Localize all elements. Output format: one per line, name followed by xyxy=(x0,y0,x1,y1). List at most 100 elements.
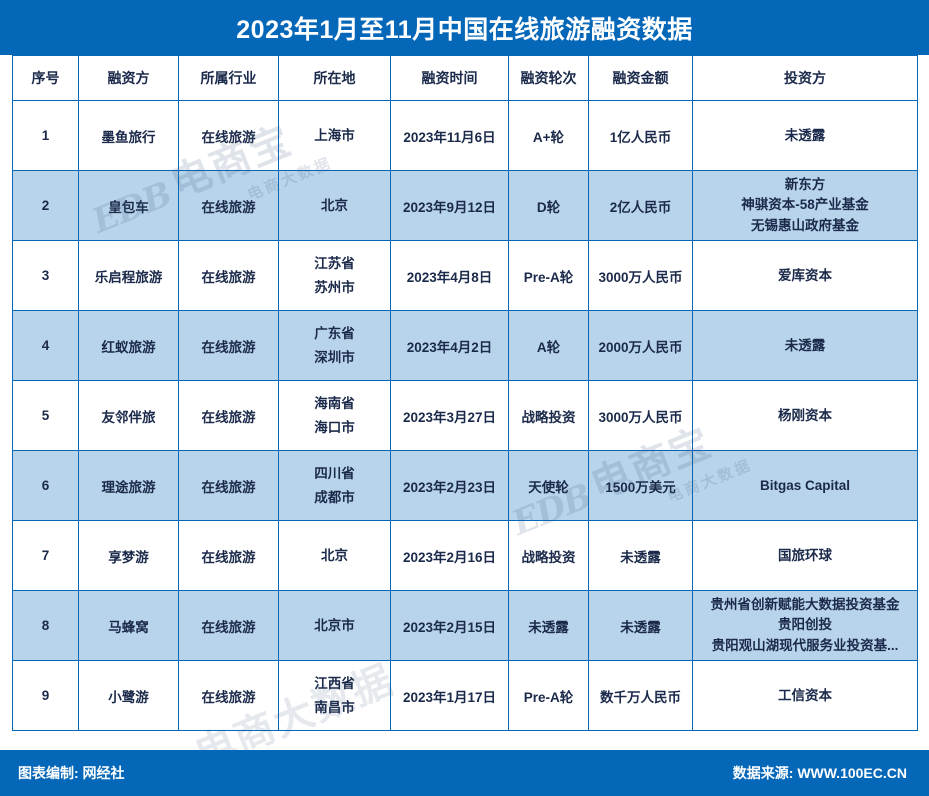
cell-amount: 2000万人民币 xyxy=(588,310,693,381)
title-bar: 2023年1月至11月中国在线旅游融资数据 xyxy=(0,0,929,55)
cell-industry: 在线旅游 xyxy=(178,240,279,311)
cell-round: 未透露 xyxy=(508,590,589,661)
cell-industry: 在线旅游 xyxy=(178,380,279,451)
table-row: 2 皇包车 在线旅游 北京 2023年9月12日 D轮 2亿人民币 新东方 神骐资本-58产业基… xyxy=(12,170,918,241)
cell-company: 墨鱼旅行 xyxy=(78,100,179,171)
cell-index: 5 xyxy=(12,380,79,451)
page-title: 2023年1月至11月中国在线旅游融资数据 xyxy=(236,15,693,44)
column-header-round: 融资轮次 xyxy=(508,55,589,101)
table-row: 3 乐启程旅游 在线旅游 江苏省 苏州市 2023年4月8日 Pre-A轮 3000万人民币爱… xyxy=(12,240,918,311)
cell-investor: 工信资本 xyxy=(692,660,918,731)
cell-investor: 未透露 xyxy=(692,310,918,381)
cell-index: 9 xyxy=(12,660,79,731)
cell-date: 2023年2月15日 xyxy=(390,590,509,661)
column-header-index: 序号 xyxy=(12,55,79,101)
cell-date: 2023年4月2日 xyxy=(390,310,509,381)
footer-bar: 图表编制: 网经社 数据来源: WWW.100EC.CN xyxy=(0,750,929,796)
cell-location: 广东省 深圳市 xyxy=(278,310,391,381)
cell-industry: 在线旅游 xyxy=(178,590,279,661)
cell-investor: Bitgas Capital xyxy=(692,450,918,521)
table-row: 8 马蜂窝 在线旅游 北京市 2023年2月15日 未透露 未透露 贵州省创新赋能大数据投资基… xyxy=(12,590,918,661)
table-row: 4 红蚁旅游 在线旅游 广东省 深圳市 2023年4月2日 A轮 2000万人民币 未透露 xyxy=(12,310,918,381)
table-row: 5 友邻伴旅 在线旅游 海南省 海口市 2023年3月27日 战略投资 3000万人民币 杨刚资… xyxy=(12,380,918,451)
column-header-investor: 投资方 xyxy=(692,55,918,101)
cell-date: 2023年11月6日 xyxy=(390,100,509,171)
cell-date: 2023年2月16日 xyxy=(390,520,509,591)
cell-industry: 在线旅游 xyxy=(178,660,279,731)
table-row: 1 墨鱼旅行 在线旅游 上海市 2023年11月6日 A+轮 1亿人民币 未透露 xyxy=(12,100,918,171)
table-header: 序号 融资方 所属行业 所在地 融资时间 融资轮次 融资金额 投资方 xyxy=(12,55,918,101)
cell-amount: 数千万人民币 xyxy=(588,660,693,731)
financing-table: 序号 融资方 所属行业 所在地 融资时间 融资轮次 融资金额 投资方 1 墨鱼旅行… xyxy=(12,55,918,731)
cell-company: 皇包车 xyxy=(78,170,179,241)
footer-source: 数据来源: WWW.100EC.CN xyxy=(732,765,907,781)
cell-date: 2023年1月17日 xyxy=(390,660,509,731)
cell-round: Pre-A轮 xyxy=(508,240,589,311)
cell-location: 江苏省 苏州市 xyxy=(278,240,391,311)
cell-investor: 国旅环球 xyxy=(692,520,918,591)
cell-round: D轮 xyxy=(508,170,589,241)
cell-location: 海南省 海口市 xyxy=(278,380,391,451)
table-row: 6 理途旅游 在线旅游 四川省 成都市 2023年2月23日 天使轮 1500万美元 Bitga… xyxy=(12,450,918,521)
cell-round: A轮 xyxy=(508,310,589,381)
cell-round: 战略投资 xyxy=(508,380,589,451)
cell-company: 马蜂窝 xyxy=(78,590,179,661)
cell-index: 8 xyxy=(12,590,79,661)
cell-amount: 3000万人民币 xyxy=(588,240,693,311)
footer-credit: 图表编制: 网经社 xyxy=(18,765,125,781)
cell-investor: 未透露 xyxy=(692,100,918,171)
cell-amount: 未透露 xyxy=(588,520,693,591)
column-header-date: 融资时间 xyxy=(390,55,509,101)
cell-location: 北京 xyxy=(278,170,391,241)
cell-amount: 1亿人民币 xyxy=(588,100,693,171)
cell-industry: 在线旅游 xyxy=(178,170,279,241)
column-header-industry: 所属行业 xyxy=(178,55,279,101)
cell-index: 2 xyxy=(12,170,79,241)
table-header-row: 序号 融资方 所属行业 所在地 融资时间 融资轮次 融资金额 投资方 xyxy=(12,55,918,101)
cell-round: Pre-A轮 xyxy=(508,660,589,731)
cell-industry: 在线旅游 xyxy=(178,310,279,381)
cell-round: A+轮 xyxy=(508,100,589,171)
cell-industry: 在线旅游 xyxy=(178,100,279,171)
cell-amount: 2亿人民币 xyxy=(588,170,693,241)
cell-location: 上海市 xyxy=(278,100,391,171)
cell-amount: 3000万人民币 xyxy=(588,380,693,451)
cell-location: 北京 xyxy=(278,520,391,591)
table-body: 1 墨鱼旅行 在线旅游 上海市 2023年11月6日 A+轮 1亿人民币 未透露 2 皇包车 在线旅… xyxy=(12,100,918,731)
cell-company: 乐启程旅游 xyxy=(78,240,179,311)
column-header-amount: 融资金额 xyxy=(588,55,693,101)
cell-investor: 杨刚资本 xyxy=(692,380,918,451)
financing-table-container: 序号 融资方 所属行业 所在地 融资时间 融资轮次 融资金额 投资方 1 墨鱼旅行… xyxy=(12,55,918,745)
cell-date: 2023年9月12日 xyxy=(390,170,509,241)
cell-company: 友邻伴旅 xyxy=(78,380,179,451)
cell-industry: 在线旅游 xyxy=(178,450,279,521)
column-header-location: 所在地 xyxy=(278,55,391,101)
cell-investor: 贵州省创新赋能大数据投资基金 贵阳创投 贵阳观山湖现代服务业投资基... xyxy=(692,590,918,661)
cell-index: 7 xyxy=(12,520,79,591)
cell-index: 3 xyxy=(12,240,79,311)
cell-company: 享梦游 xyxy=(78,520,179,591)
cell-round: 天使轮 xyxy=(508,450,589,521)
cell-date: 2023年2月23日 xyxy=(390,450,509,521)
cell-amount: 未透露 xyxy=(588,590,693,661)
cell-investor: 爱库资本 xyxy=(692,240,918,311)
cell-industry: 在线旅游 xyxy=(178,520,279,591)
table-row: 7 享梦游 在线旅游 北京 2023年2月16日 战略投资 未透露 国旅环球 xyxy=(12,520,918,591)
cell-location: 四川省 成都市 xyxy=(278,450,391,521)
cell-index: 4 xyxy=(12,310,79,381)
cell-company: 理途旅游 xyxy=(78,450,179,521)
cell-round: 战略投资 xyxy=(508,520,589,591)
cell-company: 红蚁旅游 xyxy=(78,310,179,381)
cell-company: 小鹭游 xyxy=(78,660,179,731)
cell-index: 1 xyxy=(12,100,79,171)
table-row: 9 小鹭游 在线旅游 江西省 南昌市 2023年1月17日 Pre-A轮 数千万人民币 工信资本 xyxy=(12,660,918,731)
cell-investor: 新东方 神骐资本-58产业基金 无锡惠山政府基金 xyxy=(692,170,918,241)
cell-date: 2023年4月8日 xyxy=(390,240,509,311)
cell-date: 2023年3月27日 xyxy=(390,380,509,451)
column-header-company: 融资方 xyxy=(78,55,179,101)
cell-location: 北京市 xyxy=(278,590,391,661)
cell-amount: 1500万美元 xyxy=(588,450,693,521)
cell-location: 江西省 南昌市 xyxy=(278,660,391,731)
cell-index: 6 xyxy=(12,450,79,521)
